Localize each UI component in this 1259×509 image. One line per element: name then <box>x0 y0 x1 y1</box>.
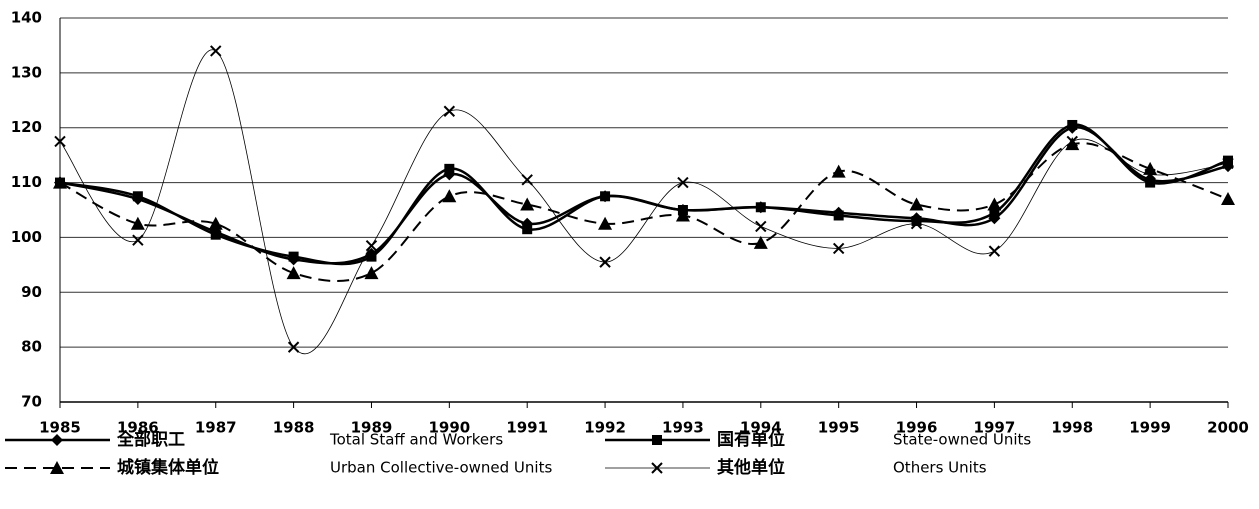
y-tick-label: 70 <box>21 393 42 411</box>
marker <box>675 208 690 222</box>
marker <box>50 461 64 474</box>
x-tick-label: 1996 <box>896 419 938 437</box>
y-tick-label: 140 <box>11 9 42 27</box>
marker <box>130 216 145 230</box>
y-tick-label: 110 <box>11 173 42 191</box>
marker <box>1222 157 1234 170</box>
legend-label: 国有单位 <box>717 429 785 450</box>
marker <box>600 191 611 202</box>
series <box>54 45 1234 355</box>
marker <box>677 176 689 189</box>
marker <box>443 105 456 117</box>
x-tick-label: 1987 <box>195 419 237 437</box>
marker <box>1223 155 1233 166</box>
x-tick-label: 1993 <box>662 419 704 437</box>
marker <box>831 164 846 178</box>
x-tick-label: 1989 <box>351 419 393 437</box>
marker <box>132 191 143 202</box>
x-tick-label: 1990 <box>428 419 470 437</box>
marker <box>651 462 663 474</box>
marker <box>755 202 766 213</box>
y-tick-label: 100 <box>11 228 42 246</box>
marker <box>520 197 535 211</box>
y-tick-label: 120 <box>11 118 42 136</box>
marker <box>1067 119 1078 130</box>
marker <box>132 234 144 246</box>
series <box>53 137 1235 282</box>
marker <box>832 242 845 255</box>
x-tick-label: 1985 <box>39 419 81 437</box>
marker <box>909 197 924 211</box>
legend-label-en: State-owned Units <box>893 431 1031 449</box>
marker <box>51 434 63 446</box>
y-tick-label: 80 <box>21 338 42 356</box>
marker <box>364 266 379 280</box>
x-tick-label: 1994 <box>740 419 782 437</box>
marker <box>53 175 67 189</box>
series-line <box>59 123 1229 266</box>
series-line <box>59 142 1229 282</box>
x-tick-label: 1986 <box>117 419 159 437</box>
legend-label-en: Total Staff and Workers <box>329 431 503 449</box>
legend-label-en: Urban Collective-owned Units <box>330 459 552 477</box>
marker <box>366 251 377 262</box>
marker <box>54 135 66 148</box>
series <box>55 119 1233 266</box>
marker <box>286 266 301 280</box>
marker <box>989 207 1000 218</box>
x-tick-label: 1992 <box>584 419 626 437</box>
marker <box>598 216 613 230</box>
marker <box>208 216 223 230</box>
y-tick-label: 90 <box>21 283 42 301</box>
marker <box>522 224 533 235</box>
marker <box>753 235 768 249</box>
marker <box>988 245 1001 257</box>
marker <box>833 210 844 221</box>
series-line <box>59 49 1229 355</box>
marker <box>365 239 378 252</box>
marker <box>288 251 299 262</box>
legend-label: 城镇集体单位 <box>117 457 219 478</box>
marker <box>210 45 222 57</box>
marker <box>444 163 455 174</box>
marker <box>1144 168 1156 181</box>
marker <box>652 435 662 445</box>
y-tick-label: 130 <box>11 63 42 81</box>
marker <box>911 215 922 226</box>
legend-label: 其他单位 <box>717 457 785 478</box>
x-tick-label: 1988 <box>273 419 315 437</box>
marker <box>1065 137 1080 151</box>
marker <box>599 256 611 268</box>
marker <box>442 189 457 203</box>
x-tick-label: 2000 <box>1207 419 1249 437</box>
series <box>54 121 1234 266</box>
marker <box>1221 192 1235 206</box>
legend-label: 全部职工 <box>116 429 185 450</box>
x-tick-label: 1999 <box>1129 419 1171 437</box>
marker <box>1145 177 1156 188</box>
x-tick-label: 1997 <box>974 419 1016 437</box>
legend-label-en: Others Units <box>893 459 987 477</box>
x-tick-label: 1998 <box>1051 419 1093 437</box>
marker <box>910 218 923 230</box>
marker <box>1066 135 1078 148</box>
marker <box>287 341 300 353</box>
marker <box>521 174 533 186</box>
marker <box>210 229 221 240</box>
marker <box>987 197 1002 211</box>
x-tick-label: 1995 <box>818 419 860 437</box>
x-tick-label: 1991 <box>506 419 548 437</box>
marker <box>755 220 767 233</box>
